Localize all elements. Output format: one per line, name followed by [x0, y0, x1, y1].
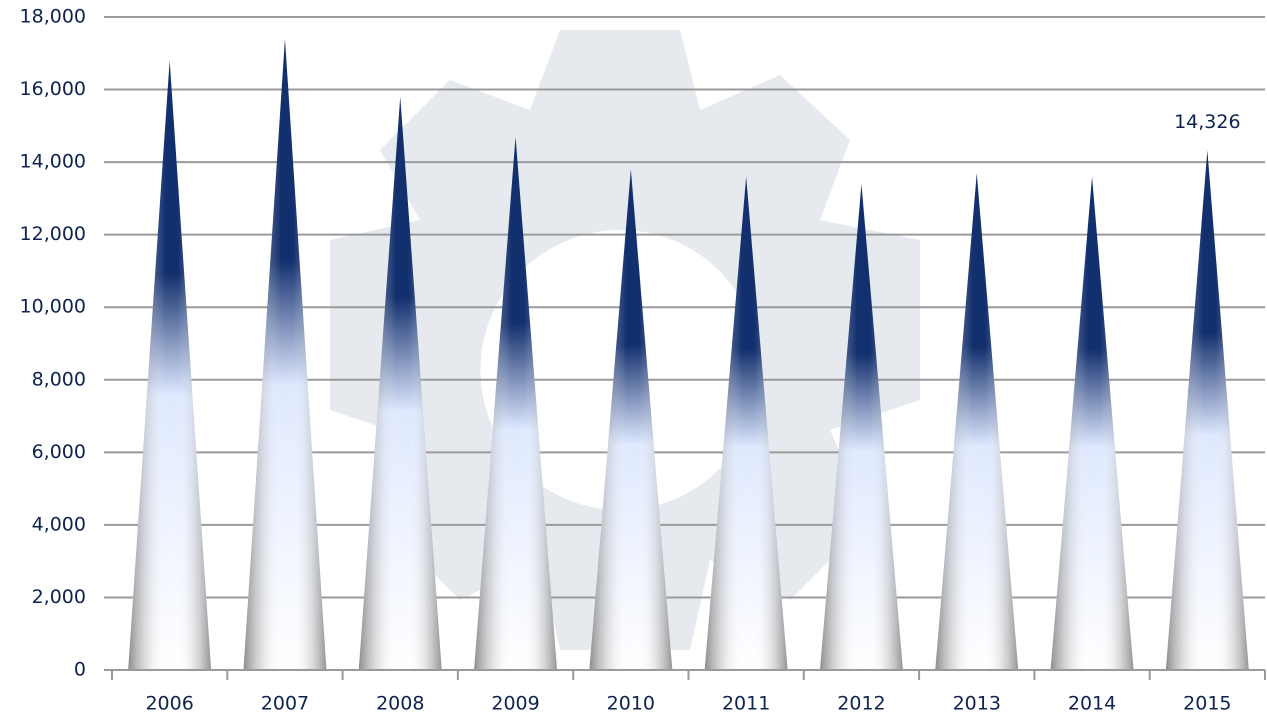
bar-shade	[819, 183, 903, 670]
x-tick-label: 2010	[607, 693, 655, 715]
y-tick-label: 16,000	[20, 78, 86, 100]
x-tick-label: 2014	[1068, 693, 1116, 715]
y-tick-label: 18,000	[20, 6, 86, 28]
bar-shade	[474, 136, 558, 670]
y-tick-label: 0	[74, 659, 86, 681]
bar-shade	[704, 176, 788, 670]
bar-shade	[1050, 176, 1134, 670]
x-tick-label: 2006	[145, 693, 193, 715]
y-tick-label: 2,000	[32, 586, 86, 608]
y-tick-label: 6,000	[32, 441, 86, 463]
x-tick-label: 2007	[261, 693, 309, 715]
bar-shade	[589, 169, 673, 670]
bar-shade	[128, 60, 212, 671]
y-tick-label: 12,000	[20, 223, 86, 245]
x-tick-label: 2013	[953, 693, 1001, 715]
x-tick-label: 2015	[1183, 693, 1231, 715]
y-tick-label: 10,000	[20, 296, 86, 318]
bar-shade	[935, 172, 1019, 670]
value-label: 14,326	[1174, 111, 1240, 133]
y-tick-label: 14,000	[20, 151, 86, 173]
x-tick-label: 2008	[376, 693, 424, 715]
x-tick-label: 2009	[491, 693, 539, 715]
bar-shade	[243, 38, 327, 671]
x-tick-label: 2011	[722, 693, 770, 715]
x-tick-label: 2012	[837, 693, 885, 715]
y-tick-label: 8,000	[32, 368, 86, 390]
bar-shade	[1165, 150, 1249, 671]
bar-shade	[358, 96, 442, 671]
y-tick-label: 4,000	[32, 513, 86, 535]
